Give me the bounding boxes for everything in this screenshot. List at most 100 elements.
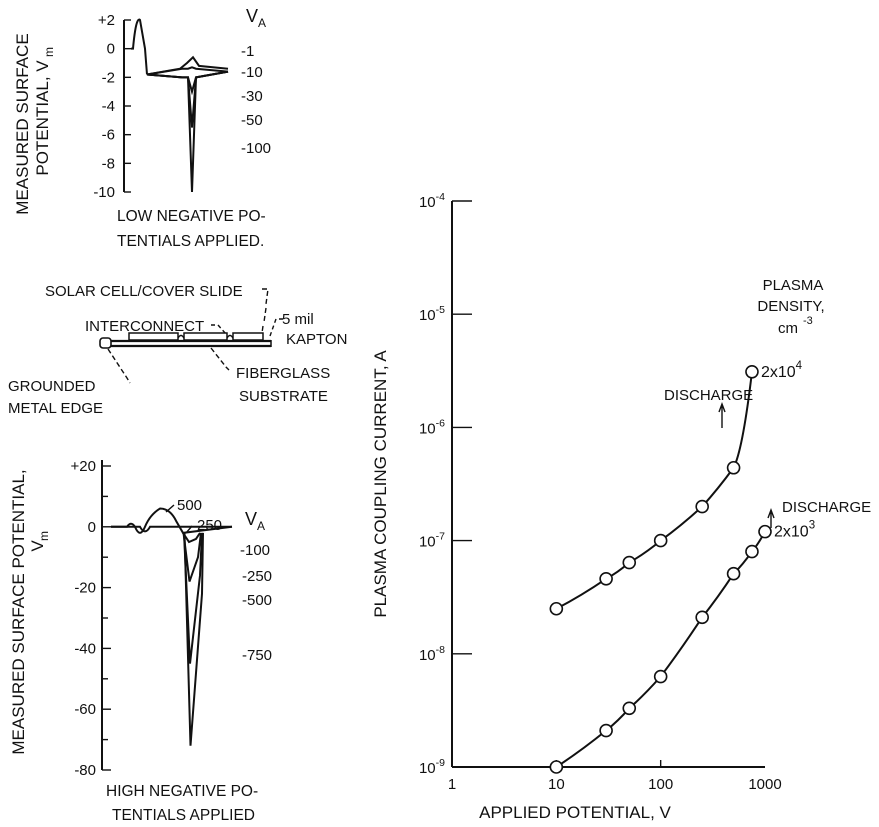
discharge-label-lower: DISCHARGE [782,499,871,516]
main-y-tick-label: 10-7 [419,531,445,551]
grounded-metal-edge [99,337,112,349]
low-caption-1: LOW NEGATIVE PO- [117,208,266,225]
high-baseline-500 [111,507,233,534]
low-y-tick-label: -8 [102,155,115,172]
low-ylabel-1: MEASURED SURFACE [13,33,32,214]
high-caption-2: TENTIALS APPLIED [112,807,255,824]
main-y-tick-label: 10-5 [419,304,445,324]
main-x-tick-label: 100 [648,776,673,793]
main-xlabel: APPLIED POTENTIAL, V [479,803,671,822]
discharge-label-upper: DISCHARGE [664,387,753,404]
discharge-arrow-lower [767,508,775,528]
coupling-current-plot: 10-4 10-5 10-6 10-7 10-8 10-91 10 100 1000 PLASM… [371,191,871,822]
density-title-1: PLASMA [763,277,824,294]
low-y-tick-label: -2 [102,69,115,86]
sample-cross-section: SOLAR CELL/COVER SLIDE INTERCONNECT 5 mi… [8,283,347,417]
high-trace [182,532,201,544]
low-y-tick-label: -6 [102,127,115,144]
low-trace [146,66,229,76]
low-y-tick-label: -10 [93,184,115,201]
solar-cell-leader [261,288,269,334]
main-y-tick-label: 10-8 [419,644,445,664]
high-legend-entry: -250 [242,568,272,585]
high-legend-entry: -750 [242,647,272,664]
solar-cell-3 [232,332,264,341]
main-y-tick-label: 10-6 [419,417,445,437]
main-y-tick-label: 10-9 [419,757,445,777]
main-series-label: 2x104 [761,360,803,381]
main-x-tick-label: 10 [548,776,565,793]
main-data-point [745,364,759,379]
fiberglass-leader [210,347,230,371]
high-y-tick-label: -60 [74,701,96,718]
grounded-label-2: METAL EDGE [8,400,103,417]
kapton-label-2: KAPTON [286,331,347,348]
low-legend-title: V [246,6,258,26]
low-y-tick-label: -4 [102,98,115,115]
high-curve-label-500: 500 [177,497,202,514]
fiberglass-label-1: FIBERGLASS [236,365,330,382]
interconnects [177,334,234,339]
solar-cell-2 [183,332,228,341]
main-data-point [599,571,613,586]
low-ylabel-2: POTENTIAL, V [33,60,52,176]
high-potential-plot: +20 0 -20 -40 -60 -80 MEASURED SURFACE POTENT… [9,458,272,824]
main-data-point [695,499,709,514]
main-series-label: 2x103 [774,520,815,541]
main-x-tick-label: 1000 [748,776,781,793]
main-data-point [653,533,668,548]
density-title-2: DENSITY, [757,298,824,315]
high-trace [183,532,204,746]
main-data-point [549,760,564,774]
low-legend-entry: -50 [241,112,263,129]
main-data-point [622,555,637,570]
high-trace [182,532,202,582]
low-y-tick-label: +2 [98,12,115,29]
high-y-tick-label: +20 [71,458,96,475]
high-legend-entry: -500 [242,592,272,609]
main-data-point [758,524,772,539]
high-y-tick-label: 0 [88,519,96,536]
high-y-tick-label: -20 [74,580,96,597]
main-y-tick-label: 10-4 [419,191,445,211]
low-potential-plot: +2 0 -2 -4 -6 -8 -10 MEASURED SURFACE POTENTIA… [13,6,271,250]
high-ylabel-sub: m [37,531,51,541]
main-data-point [622,701,637,716]
main-data-point [695,610,709,625]
kapton-label-1: 5 mil [282,311,314,328]
density-title-sup: -3 [803,315,813,327]
main-data-point [745,544,759,559]
main-data-point [549,601,564,616]
solar-cell-label: SOLAR CELL/COVER SLIDE [45,283,243,300]
solar-cell-1 [128,332,179,341]
main-data-point [726,566,741,581]
high-legend-title: V [245,509,257,529]
low-legend-entry: -30 [241,88,263,105]
low-ylabel-sub: m [42,47,56,57]
high-legend-entry: -100 [240,542,270,559]
low-legend-entry: -100 [241,140,271,157]
low-trace [146,70,229,193]
interconnect-label: INTERCONNECT [85,318,204,335]
low-y-tick-label: 0 [107,41,115,58]
low-caption-2: TENTIALS APPLIED. [117,233,264,250]
kapton-leader [269,318,283,337]
high-baseline-250 [111,525,232,533]
main-data-point [726,460,741,475]
high-curve-label-250: 250 [197,517,222,534]
high-legend-title-sub: A [257,519,265,533]
high-y-tick-label: -80 [74,762,96,779]
high-caption-1: HIGH NEGATIVE PO- [106,783,258,800]
main-x-tick-label: 1 [448,776,456,793]
fiberglass-label-2: SUBSTRATE [239,388,328,405]
interconnect-leader [211,324,227,335]
discharge-arrow-upper [718,402,726,428]
low-legend-entry: -1 [241,43,254,60]
density-title-3: cm [778,320,798,337]
low-positive-bump [131,18,148,75]
grounded-leader [107,348,131,384]
main-ylabel: PLASMA COUPLING CURRENT, A [371,350,390,618]
main-data-point [653,669,668,684]
high-ylabel-1: MEASURED SURFACE POTENTIAL, [9,469,28,754]
